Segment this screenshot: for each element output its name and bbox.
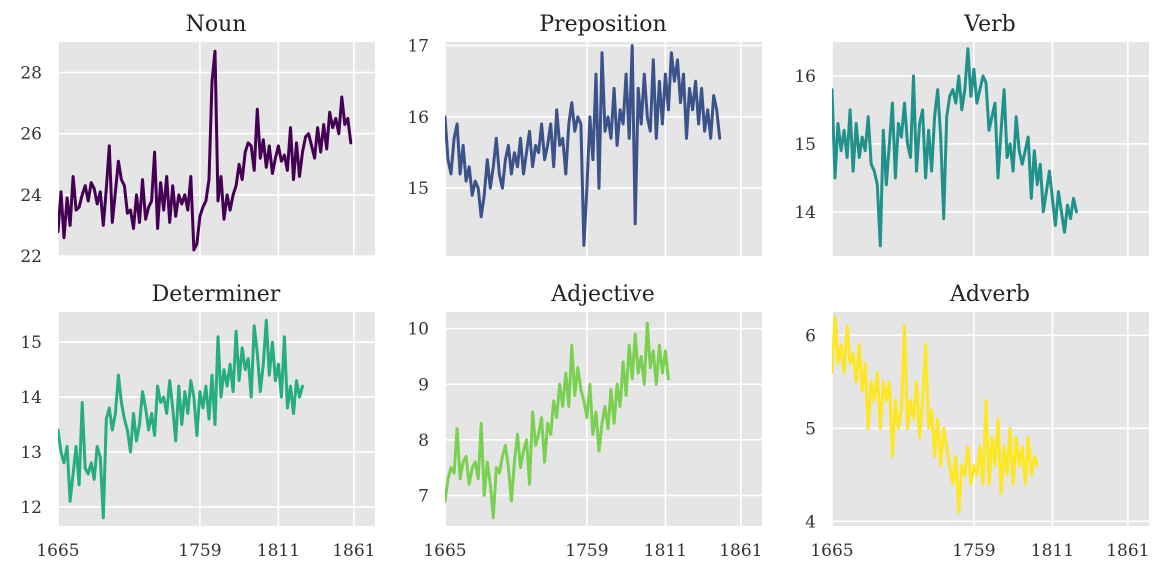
y-tick-label: 24 bbox=[20, 186, 42, 206]
panel-title: Adjective bbox=[550, 282, 654, 307]
y-tick-label: 10 bbox=[407, 320, 429, 340]
panel-title: Adverb bbox=[949, 282, 1030, 307]
series-line bbox=[58, 318, 304, 520]
panel-preposition: 15 16 17 Preposition bbox=[407, 12, 762, 256]
series-line bbox=[832, 315, 1039, 514]
panel-title: Preposition bbox=[539, 12, 666, 37]
series-line bbox=[445, 321, 670, 520]
y-tick-label: 16 bbox=[794, 67, 816, 87]
x-tick-label: 1811 bbox=[1031, 541, 1074, 561]
y-tick-label: 8 bbox=[418, 431, 429, 451]
panel-title: Verb bbox=[963, 12, 1016, 37]
y-tick-label: 6 bbox=[805, 326, 816, 346]
y-tick-label: 15 bbox=[20, 333, 42, 353]
x-tick-label: 1861 bbox=[1106, 541, 1149, 561]
series-line bbox=[58, 49, 353, 252]
y-tick-label: 14 bbox=[20, 388, 42, 408]
y-tick-label: 9 bbox=[418, 375, 429, 395]
panel-title: Noun bbox=[186, 12, 247, 37]
panel-adjective: 7 8 9 10 1665 1759 1811 1861 Adjective bbox=[407, 282, 762, 561]
y-tick-label: 7 bbox=[418, 486, 429, 506]
y-tick-label: 13 bbox=[20, 443, 42, 463]
x-tick-label: 1861 bbox=[332, 541, 375, 561]
y-tick-label: 5 bbox=[805, 419, 816, 439]
y-tick-label: 22 bbox=[20, 247, 42, 267]
panel-determiner: 12 13 14 15 1665 1759 1811 1861 Determiner bbox=[20, 282, 375, 561]
y-tick-label: 15 bbox=[407, 179, 429, 199]
y-tick-label: 12 bbox=[20, 498, 42, 518]
plot-background bbox=[832, 312, 1149, 526]
panel-title: Determiner bbox=[152, 282, 281, 307]
x-tick-label: 1665 bbox=[810, 541, 853, 561]
x-tick-label: 1665 bbox=[423, 541, 466, 561]
x-tick-label: 1811 bbox=[257, 541, 300, 561]
y-tick-label: 17 bbox=[407, 37, 429, 57]
panel-verb: 14 15 16 Verb bbox=[794, 12, 1149, 256]
x-tick-label: 1861 bbox=[719, 541, 762, 561]
y-tick-label: 4 bbox=[805, 512, 816, 532]
y-tick-label: 14 bbox=[794, 203, 816, 223]
x-tick-label: 1759 bbox=[565, 541, 608, 561]
x-tick-label: 1811 bbox=[644, 541, 687, 561]
x-tick-label: 1759 bbox=[178, 541, 221, 561]
y-tick-label: 26 bbox=[20, 125, 42, 145]
panel-noun: 22 24 26 28 Noun bbox=[20, 12, 375, 267]
x-tick-label: 1665 bbox=[36, 541, 79, 561]
panel-adverb: 4 5 6 1665 1759 1811 1861 Adverb bbox=[805, 282, 1149, 561]
y-tick-label: 28 bbox=[20, 64, 42, 84]
series-line bbox=[445, 44, 722, 247]
y-tick-label: 16 bbox=[407, 108, 429, 128]
x-tick-label: 1759 bbox=[952, 541, 995, 561]
series-line bbox=[832, 47, 1078, 248]
y-tick-label: 15 bbox=[794, 135, 816, 155]
